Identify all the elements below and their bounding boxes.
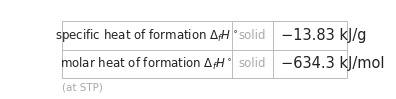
Text: specific heat of formation $\Delta_f H^\circ$: specific heat of formation $\Delta_f H^\… xyxy=(55,27,238,44)
Text: −13.83 kJ/g: −13.83 kJ/g xyxy=(281,28,366,43)
Text: solid: solid xyxy=(238,57,266,70)
Text: −634.3 kJ/mol: −634.3 kJ/mol xyxy=(281,56,384,71)
Text: (at STP): (at STP) xyxy=(62,83,103,93)
Bar xyxy=(62,21,347,78)
Text: solid: solid xyxy=(238,29,266,42)
Text: molar heat of formation $\Delta_f H^\circ$: molar heat of formation $\Delta_f H^\cir… xyxy=(61,56,233,72)
